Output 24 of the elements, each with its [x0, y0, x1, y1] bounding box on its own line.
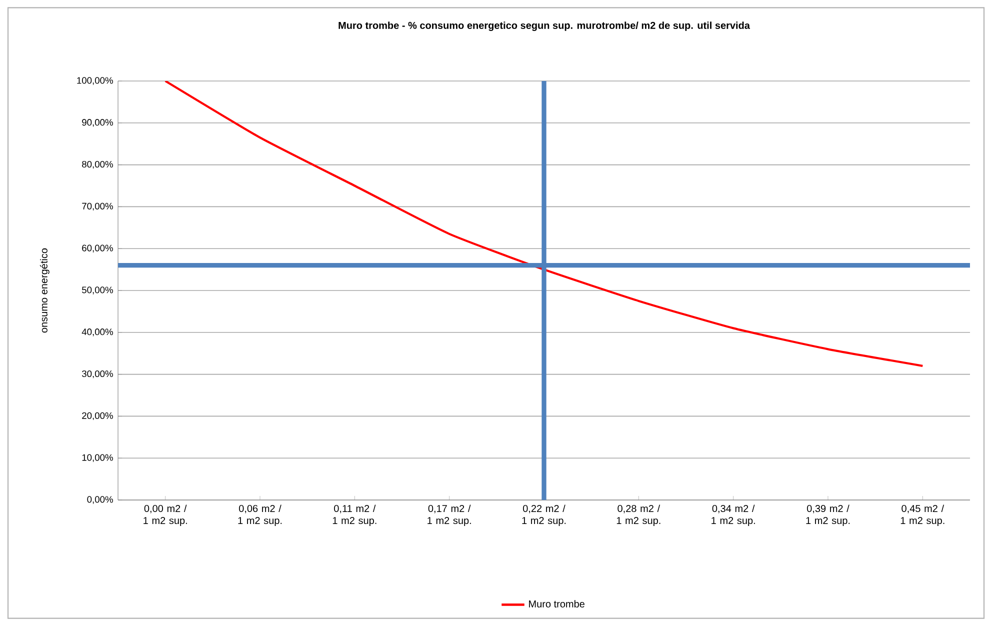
x-tick-label: 0,11 m2 / 1 m2 sup. — [332, 504, 376, 526]
x-tick-label: 0,34 m2 / 1 m2 sup. — [712, 504, 755, 526]
y-axis-title: onsumo energético — [40, 248, 50, 333]
y-tick-label: 30,00% — [82, 370, 113, 378]
y-tick-label: 100,00% — [77, 77, 113, 85]
y-tick-label: 90,00% — [82, 119, 113, 127]
x-tick-label: 0,06 m2 / 1 m2 sup. — [238, 504, 282, 526]
y-tick-label: 40,00% — [82, 328, 113, 336]
x-tick-label: 0,22 m2 / 1 m2 sup. — [522, 504, 566, 526]
y-tick-label: 0,00% — [87, 496, 113, 504]
x-tick-label: 0,28 m2 / 1 m2 sup. — [616, 504, 660, 526]
chart-title: Muro trombe - % consumo energetico segun sup. murotrombe/ m2 de sup. util servida — [338, 22, 750, 31]
legend-label: Muro trombe — [529, 600, 584, 608]
y-tick-label: 50,00% — [82, 286, 113, 294]
x-tick-label: 0,45 m2 / 1 m2 sup. — [900, 504, 944, 526]
y-tick-label: 70,00% — [82, 202, 113, 211]
y-tick-label: 60,00% — [82, 244, 113, 252]
x-tick-label: 0,00 m2 / 1 m2 sup. — [144, 504, 187, 526]
y-tick-label: 20,00% — [82, 412, 113, 420]
x-tick-label: 0,39 m2 / 1 m2 sup. — [806, 504, 850, 526]
x-tick-label: 0,17 m2 / 1 m2 sup. — [428, 504, 471, 526]
line-series — [164, 80, 924, 367]
y-tick-label: 10,00% — [82, 454, 113, 462]
y-tick-label: 80,00% — [82, 160, 113, 169]
